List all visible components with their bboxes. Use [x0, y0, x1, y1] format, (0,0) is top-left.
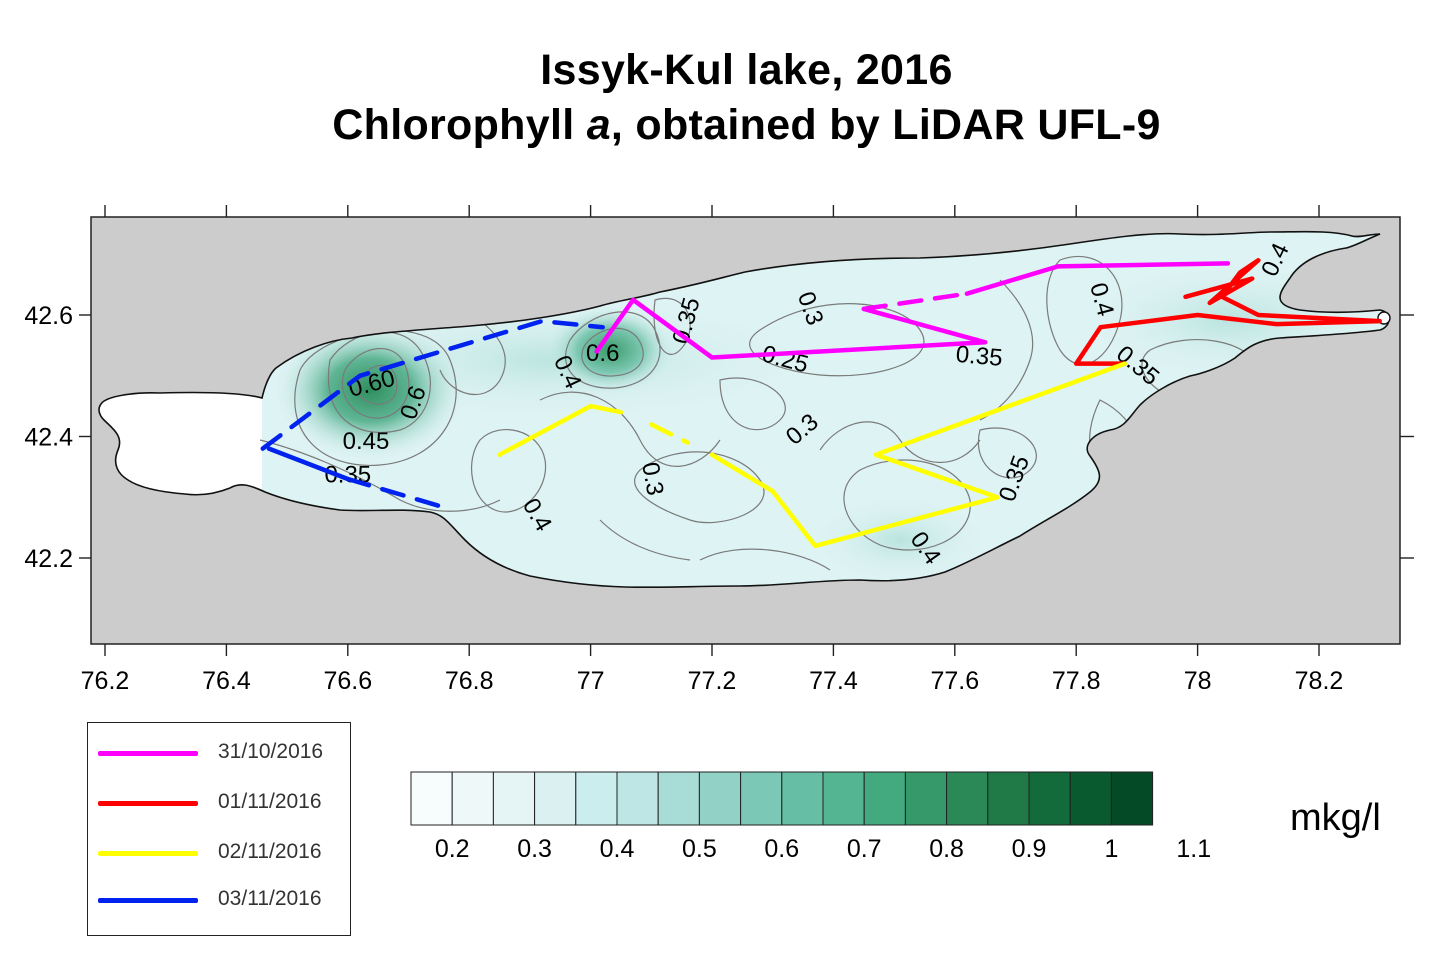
legend-label: 01/11/2016 — [218, 790, 322, 813]
contour-line — [749, 303, 925, 377]
survey-track-line — [345, 476, 454, 512]
high-chlorophyll-west — [275, 320, 465, 460]
colorbar-cell — [534, 771, 577, 826]
colorbar-cell — [410, 771, 453, 826]
contour-line — [341, 348, 410, 419]
colorbar-tick-label: 0.6 — [764, 835, 799, 863]
contour-label: 0.45 — [343, 428, 390, 455]
x-tick-label: 77.8 — [1052, 667, 1101, 695]
survey-track-line — [964, 261, 1231, 296]
colorbar-tick-label: 0.5 — [682, 835, 717, 863]
colorbar-tick-label: 1 — [1104, 835, 1118, 863]
contour-line — [634, 451, 765, 524]
survey-track-line — [260, 318, 605, 451]
legend-line-swatch — [98, 801, 198, 806]
contour-line — [699, 548, 831, 571]
x-tick-label: 76.2 — [81, 667, 130, 695]
colorbar-cell — [822, 771, 865, 826]
contour-label: 0.3 — [636, 460, 668, 498]
colorbar-cell — [1028, 771, 1071, 826]
contour-line — [977, 427, 1037, 479]
legend-line-swatch — [98, 851, 198, 856]
track-legend: 31/10/2016 01/11/2016 02/11/2016 03/11/2… — [87, 722, 351, 936]
colorbar-tick-label: 1.1 — [1176, 835, 1211, 863]
colorbar-tick-label: 0.4 — [600, 835, 635, 863]
colorbar-tick-label: 0.8 — [929, 835, 964, 863]
colorbar-tick-labels: 0.2 0.3 0.4 0.5 0.6 0.7 0.8 0.9 1 1.1 — [435, 835, 1211, 863]
colorbar-unit-label: mkg/l — [1290, 797, 1381, 839]
survey-track-line — [1073, 258, 1382, 366]
legend-entry: 31/10/2016 — [98, 738, 343, 768]
contour-line — [719, 377, 786, 431]
colorbar-cell — [575, 771, 618, 826]
colorbar-tick-label: 0.2 — [435, 835, 470, 863]
legend-entry: 02/11/2016 — [98, 838, 343, 868]
contour-line — [259, 439, 501, 512]
legend-label: 03/11/2016 — [218, 887, 322, 910]
survey-track-line — [266, 446, 351, 482]
legend-line-swatch — [98, 898, 198, 903]
legend-label: 02/11/2016 — [218, 840, 322, 863]
contour-line — [565, 311, 661, 389]
colorbar-cell — [740, 771, 783, 826]
colorbar-tick-label: 0.3 — [517, 835, 552, 863]
survey-track-line — [497, 403, 624, 457]
colorbar-cell — [904, 771, 948, 826]
colorbar-cell — [781, 771, 824, 826]
colorbar-cell — [863, 771, 906, 826]
colorbar-cell — [1069, 771, 1112, 826]
colorbar-cell — [451, 771, 494, 826]
contour-line — [819, 421, 981, 463]
colorbar-cell — [987, 771, 1030, 826]
chart-title-line-1: Issyk-Kul lake, 2016 — [540, 46, 953, 94]
survey-track-line — [709, 361, 1128, 549]
legend-label: 31/10/2016 — [218, 740, 324, 763]
lake-shoreline — [98, 230, 1390, 589]
y-tick-label: 42.4 — [24, 424, 73, 452]
survey-track-line — [649, 422, 690, 445]
x-tick-label: 76.6 — [323, 667, 372, 695]
title-line-2-start: Chlorophyll — [332, 101, 587, 149]
chart-title-line-2: Chlorophyll a, obtained by LiDAR UFL-9 — [0, 101, 1433, 150]
x-tick-label: 78 — [1184, 667, 1212, 695]
colorbar-cell — [698, 771, 742, 826]
legend-line-swatch — [98, 751, 198, 756]
title-line-2-italic: a — [586, 101, 611, 149]
contour-line — [599, 519, 691, 561]
colorbar-cells — [410, 771, 1154, 826]
x-tick-label: 77 — [577, 667, 605, 695]
x-tick-label: 77.4 — [809, 667, 858, 695]
colorbar-cell — [657, 771, 700, 826]
axis-ticks: 76.2 76.4 76.6 76.8 77 77.2 77.4 77.6 77.8 78 78.2… — [24, 205, 1414, 695]
contour-line — [471, 429, 547, 513]
x-tick-label: 76.4 — [202, 667, 251, 695]
x-tick-label: 77.6 — [930, 667, 979, 695]
concentration-colorbar: 0.2 0.3 0.4 0.5 0.6 0.7 0.8 0.9 1 1.1 — [410, 771, 1211, 863]
y-tick-label: 42.2 — [24, 545, 73, 573]
x-tick-label: 76.8 — [445, 667, 494, 695]
contour-label: 0.35 — [955, 341, 1004, 372]
y-tick-label: 42.6 — [24, 302, 73, 330]
colorbar-cell — [946, 771, 989, 826]
colorbar-tick-label: 0.9 — [1012, 835, 1047, 863]
colorbar-tick-label: 0.7 — [847, 835, 882, 863]
x-tick-label: 77.2 — [688, 667, 737, 695]
legend-entry: 01/11/2016 — [98, 788, 343, 818]
contour-line — [357, 364, 398, 405]
colorbar-cell — [492, 771, 536, 826]
contour-line — [653, 297, 691, 355]
contour-line — [539, 391, 721, 467]
survey-track-line — [594, 297, 988, 360]
high-chlorophyll-north — [545, 305, 675, 395]
title-line-2-end: , obtained by LiDAR UFL-9 — [610, 101, 1161, 149]
survey-tracks — [260, 258, 1382, 549]
colorbar-cell — [1110, 771, 1154, 826]
x-tick-label: 78.2 — [1295, 667, 1344, 695]
concentration-patch — [810, 495, 990, 585]
legend-entry: 03/11/2016 — [98, 885, 343, 915]
colorbar-cell — [616, 771, 659, 826]
contour-line — [843, 459, 971, 551]
survey-track-line — [861, 291, 970, 312]
